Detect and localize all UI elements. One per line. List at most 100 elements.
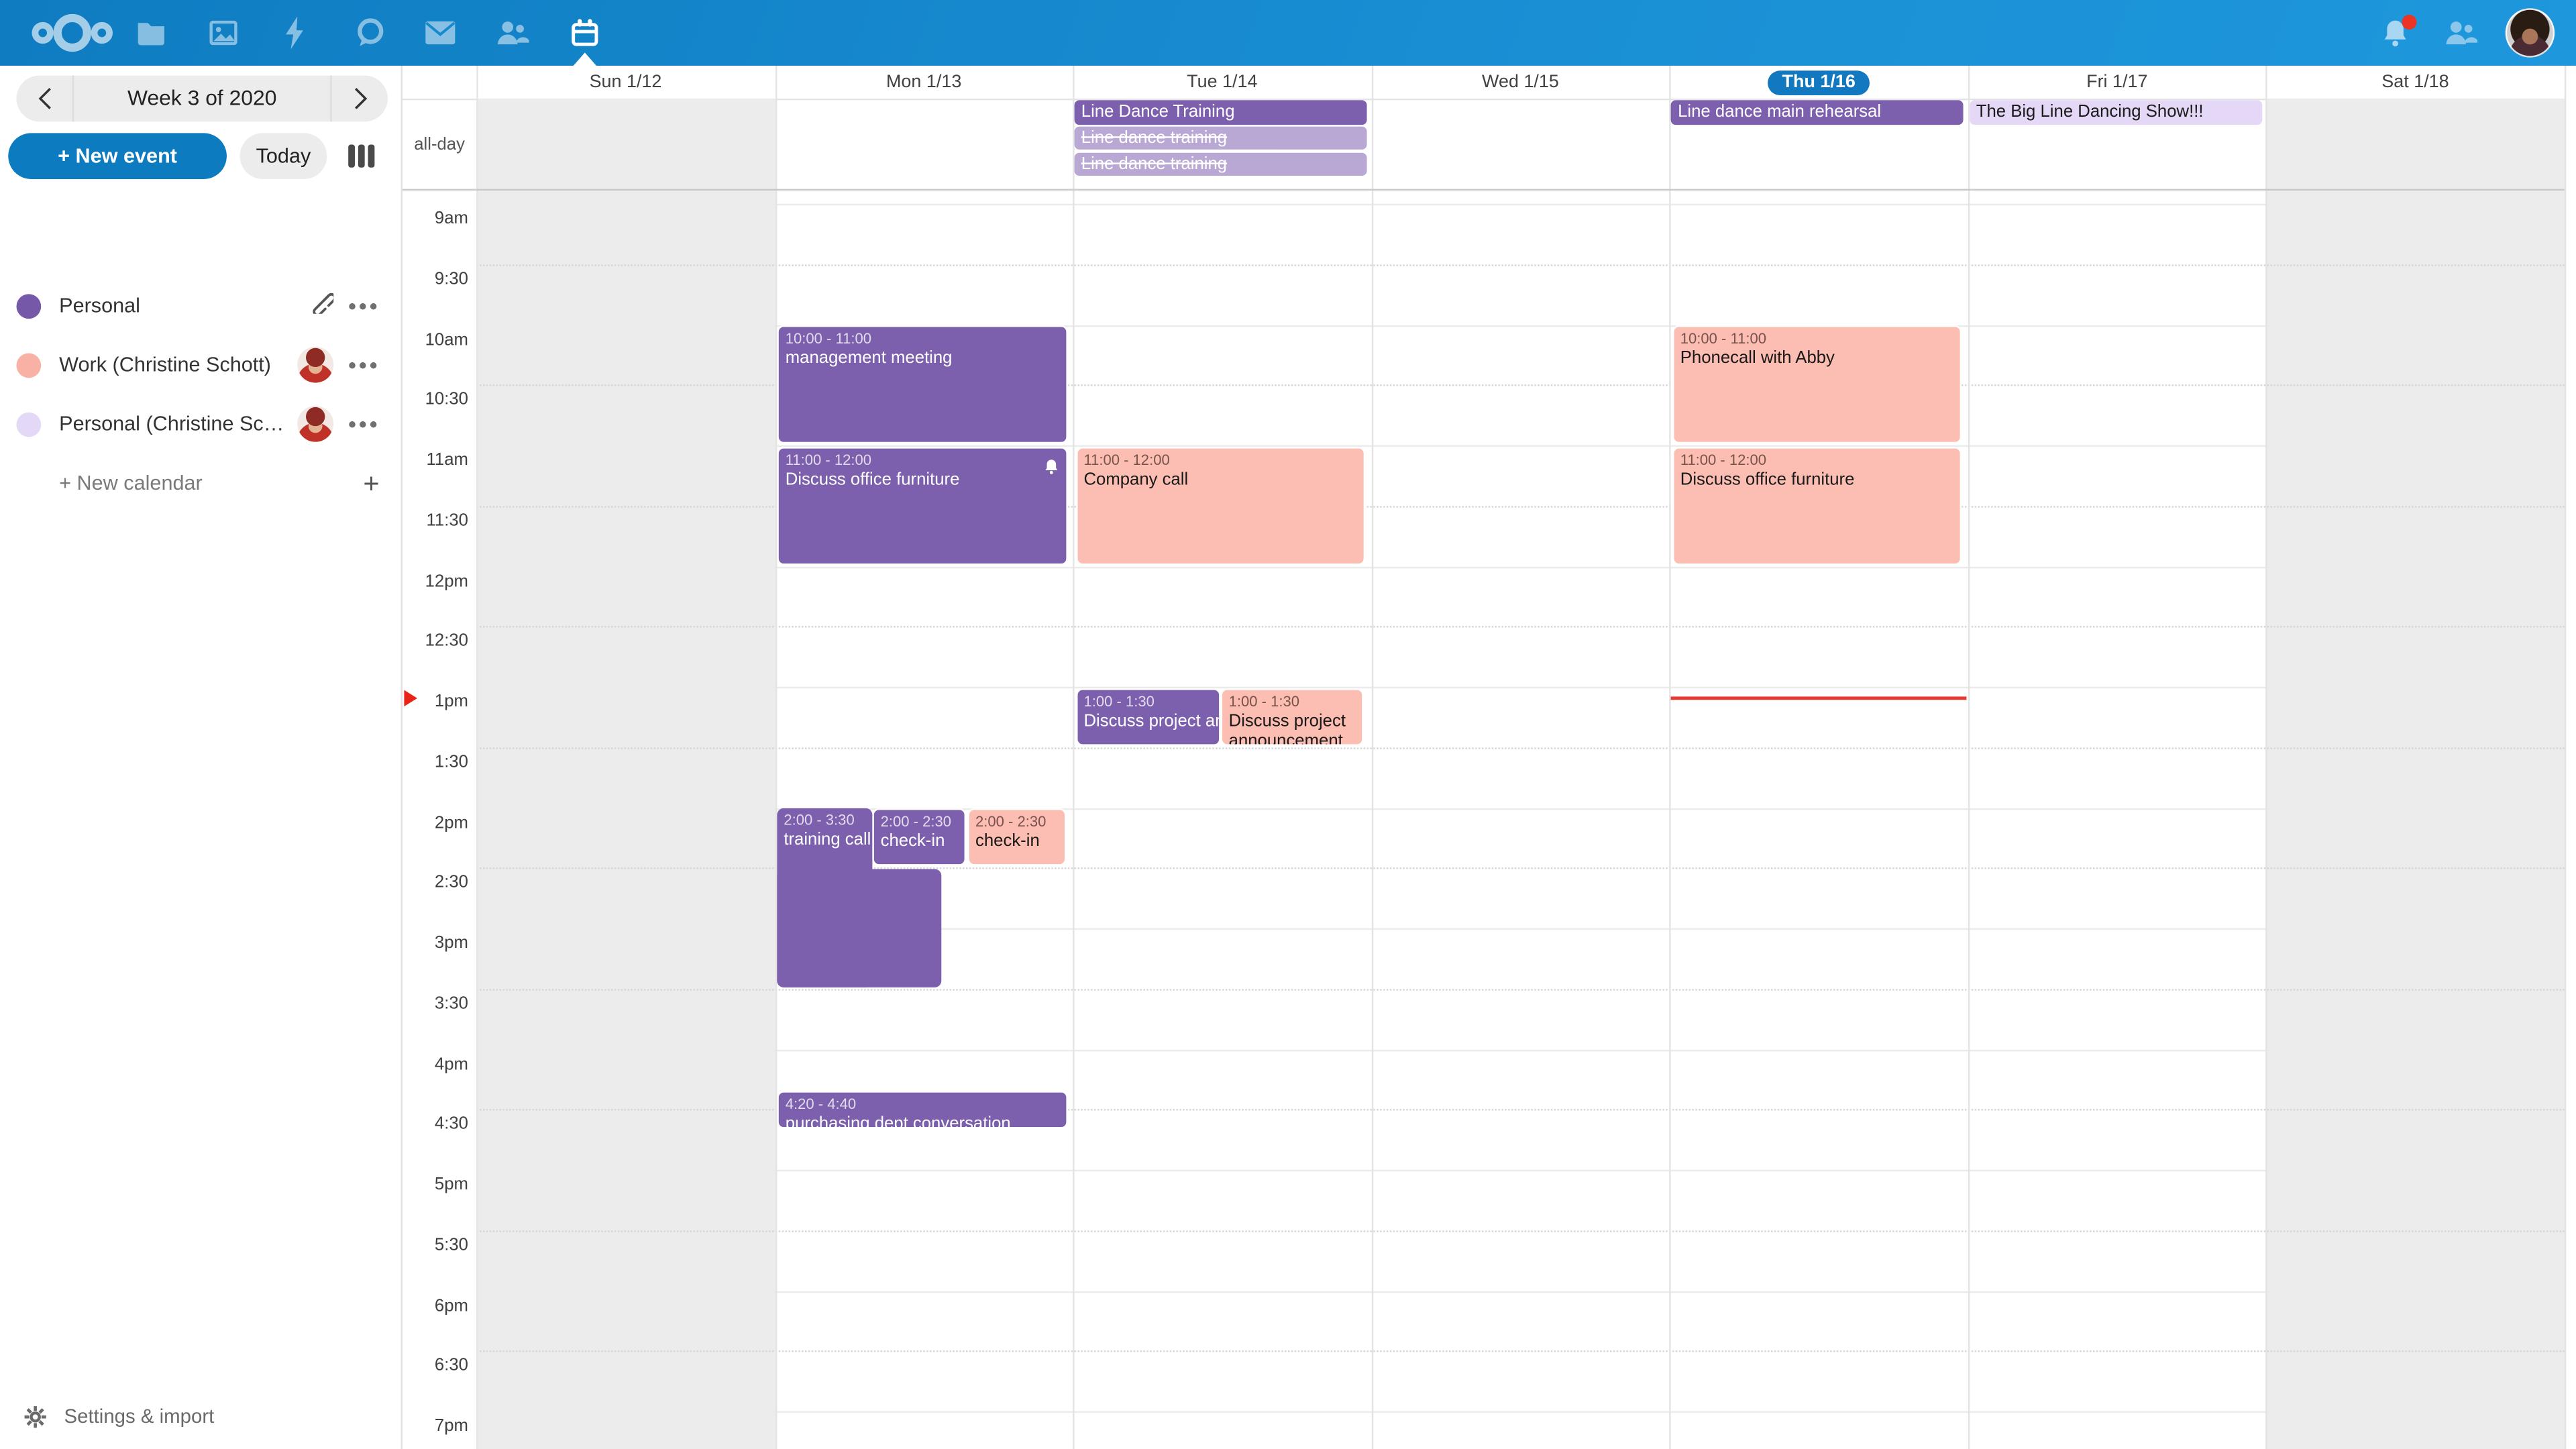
calendar-event[interactable]: 2:00 - 3:30 training call — [777, 808, 873, 987]
day-header-fri[interactable]: Fri 1/17 — [1968, 66, 2266, 99]
new-event-button[interactable]: + New event — [8, 133, 227, 179]
nextcloud-logo[interactable] — [16, 0, 128, 66]
time-label: 4pm — [434, 1054, 468, 1074]
weekend-shade — [2266, 189, 2565, 1449]
notifications-button[interactable] — [2359, 0, 2432, 66]
allday-event[interactable]: Line Dance Training — [1074, 100, 1368, 125]
alarm-bell-icon — [1042, 453, 1059, 482]
next-week-button[interactable] — [332, 76, 388, 122]
column-border — [1073, 65, 1075, 1449]
day-header-wed[interactable]: Wed 1/15 — [1371, 66, 1670, 99]
calendar-event[interactable]: 11:00 - 12:00 Discuss office furniture — [777, 445, 1067, 565]
day-header-label[interactable]: Fri 1/17 — [2086, 72, 2148, 93]
allday-separator — [402, 189, 2565, 191]
calendar-menu-icon[interactable]: ●●● — [347, 415, 380, 433]
allday-event[interactable]: The Big Line Dancing Show!!! — [1969, 100, 2263, 125]
event-time: 1:00 - 1:30 — [1083, 692, 1155, 709]
sidebar: Week 3 of 2020 + New event Today Persona… — [0, 65, 403, 1449]
calendar-menu-icon[interactable]: ●●● — [347, 356, 380, 373]
time-label: 2:30 — [434, 873, 468, 893]
time-label: 11am — [426, 450, 468, 470]
grid-line — [476, 1230, 2565, 1232]
day-header-tue[interactable]: Tue 1/14 — [1073, 66, 1372, 99]
calendar-event[interactable]: 10:00 - 11:00 Phonecall with Abby — [1672, 325, 1962, 444]
calendar-list-item[interactable]: Personal (Christine Schott) ●●● — [0, 394, 402, 453]
calendar-event[interactable]: 2:00 - 2:30 check-in — [967, 808, 1066, 867]
day-header-sat[interactable]: Sat 1/18 — [2266, 66, 2565, 99]
column-border — [774, 65, 777, 1449]
user-menu-button[interactable] — [2494, 0, 2567, 66]
event-title: Discuss project announcement — [1083, 710, 1218, 731]
event-time: 1:00 - 1:30 — [1228, 692, 1300, 709]
app-contacts[interactable] — [476, 0, 549, 66]
user-avatar — [2505, 8, 2555, 58]
day-header-label[interactable]: Tue 1/14 — [1187, 72, 1258, 93]
column-border — [1669, 65, 1672, 1449]
allday-event[interactable]: Line dance main rehearsal — [1671, 100, 1964, 125]
calendar-event[interactable]: 10:00 - 11:00 management meeting — [777, 325, 1067, 444]
calendar-list-item[interactable]: Personal ●●● — [0, 276, 402, 335]
app-calendar[interactable] — [549, 0, 621, 66]
calendar-list-item[interactable]: Work (Christine Schott) ●●● — [0, 335, 402, 394]
calendar-event[interactable]: 2:00 - 2:30 check-in — [872, 808, 966, 867]
app-activity[interactable] — [260, 0, 332, 66]
app-mail[interactable] — [404, 0, 476, 66]
notification-dot — [2402, 15, 2417, 30]
grid-line — [476, 264, 2565, 266]
calendar-event[interactable]: 4:20 - 4:40 purchasing dept conversation — [777, 1089, 1067, 1128]
event-time: 11:00 - 12:00 — [1083, 451, 1170, 468]
app-photos[interactable] — [187, 0, 260, 66]
grid-line — [476, 445, 2565, 447]
allday-event[interactable]: Line dance training — [1074, 152, 1368, 176]
allday-event[interactable]: Line dance training — [1074, 126, 1368, 150]
new-calendar-button[interactable]: + New calendar + — [0, 453, 402, 513]
calendar-name: Work (Christine Schott) — [59, 353, 272, 376]
nextcloud-logo-icon — [32, 13, 113, 52]
day-header-sun[interactable]: Sun 1/12 — [476, 66, 775, 99]
today-pill[interactable]: Thu 1/16 — [1767, 70, 1870, 95]
column-border — [1968, 65, 1970, 1449]
calendar-menu-icon[interactable]: ●●● — [347, 297, 380, 314]
view-switcher-icon[interactable] — [348, 144, 378, 168]
app-files[interactable] — [115, 0, 187, 66]
grid-line — [476, 686, 2565, 689]
day-header-label[interactable]: Sun 1/12 — [589, 72, 662, 93]
event-title: training call — [784, 829, 871, 850]
grid-line — [476, 1169, 2565, 1172]
current-time-arrow — [403, 690, 417, 707]
current-time-line — [1671, 696, 1967, 700]
settings-import-label: Settings & import — [64, 1404, 215, 1428]
share-link-icon[interactable] — [310, 290, 336, 321]
calendar-event[interactable]: 11:00 - 12:00 Company call — [1075, 445, 1366, 565]
column-border — [2564, 65, 2567, 1449]
day-header-mon[interactable]: Mon 1/13 — [775, 66, 1073, 99]
day-header-thu[interactable]: Thu 1/16 — [1670, 66, 1968, 99]
time-label: 5:30 — [434, 1235, 468, 1255]
calendar-event[interactable]: 11:00 - 12:00 Discuss office furniture — [1672, 445, 1962, 565]
day-header-label[interactable]: Wed 1/15 — [1482, 72, 1559, 93]
time-label: 4:30 — [434, 1114, 468, 1134]
week-label[interactable]: Week 3 of 2020 — [72, 75, 332, 122]
bell-icon — [2384, 20, 2406, 47]
previous-week-button[interactable] — [16, 76, 72, 122]
app-talk[interactable] — [333, 0, 406, 66]
time-label: 12:30 — [425, 631, 468, 651]
plus-icon[interactable]: + — [363, 467, 380, 499]
grid-line — [476, 1049, 2565, 1051]
event-title: purchasing dept conversation — [785, 1113, 1011, 1128]
day-header-label[interactable]: Sat 1/18 — [2381, 72, 2449, 93]
calendar-name: Personal — [59, 294, 141, 317]
today-button[interactable]: Today — [239, 133, 327, 179]
contacts-menu-button[interactable] — [2425, 0, 2498, 66]
settings-import[interactable]: Settings & import — [0, 1397, 402, 1436]
grid-line — [476, 807, 2565, 810]
time-label: 1:30 — [434, 752, 468, 772]
grid-line — [476, 1290, 2565, 1293]
event-time: 2:00 - 3:30 — [784, 811, 855, 828]
event-title: Discuss office furniture — [1680, 469, 1855, 489]
time-label: 12pm — [425, 571, 468, 591]
day-header-label[interactable]: Mon 1/13 — [885, 72, 962, 93]
column-border — [2266, 65, 2268, 1449]
